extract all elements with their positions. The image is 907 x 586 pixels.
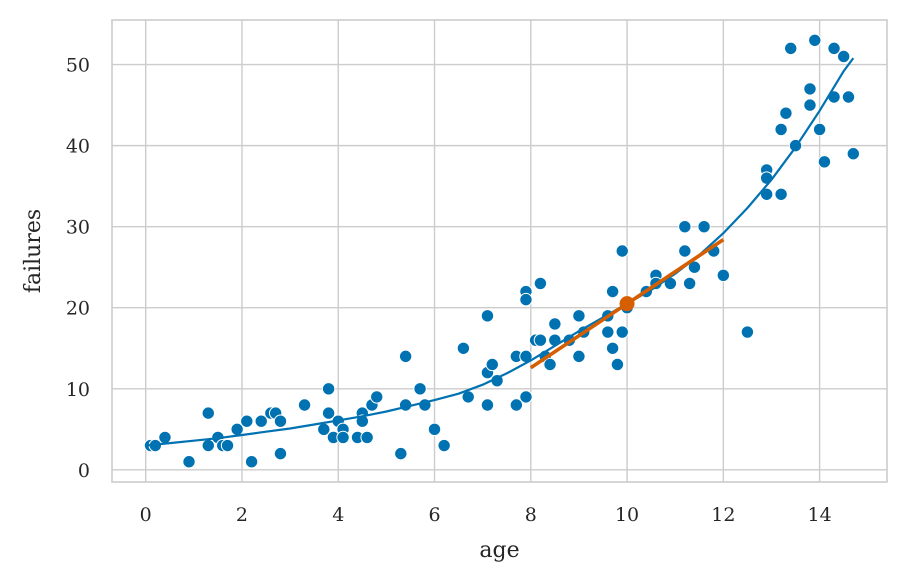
x-tick-label: 14	[808, 504, 832, 526]
data-point	[244, 455, 259, 469]
data-point	[601, 325, 615, 339]
y-tick-label: 40	[66, 136, 90, 158]
data-point	[678, 244, 692, 258]
data-point	[254, 414, 268, 428]
y-tick-label: 20	[66, 298, 90, 320]
data-point	[480, 309, 495, 323]
data-point	[615, 325, 629, 339]
data-point	[321, 382, 336, 396]
data-point	[398, 349, 413, 364]
x-tick-label: 10	[615, 504, 639, 526]
tick-labels: 0 2 4 6 8 10 12 14 0 10 20 30 40 50	[66, 55, 832, 526]
x-tick-label: 4	[332, 504, 344, 526]
data-point	[413, 382, 427, 396]
y-tick-label: 30	[66, 217, 90, 239]
data-point	[615, 244, 629, 258]
data-point	[394, 446, 408, 461]
data-point	[808, 33, 822, 47]
data-point	[572, 349, 586, 364]
data-point	[336, 430, 350, 445]
data-point	[182, 455, 196, 469]
x-tick-label: 12	[711, 504, 735, 526]
data-point	[784, 41, 798, 56]
data-point	[846, 147, 861, 161]
data-point	[360, 430, 374, 445]
data-point	[817, 155, 832, 169]
data-point	[836, 49, 851, 64]
y-axis-label: failures	[21, 209, 46, 293]
data-point	[485, 357, 499, 372]
x-tick-label: 6	[428, 504, 440, 526]
data-point	[158, 430, 172, 445]
fitted-curve	[145, 57, 855, 447]
data-point	[678, 219, 692, 234]
data-point	[827, 41, 841, 56]
y-tick-label: 0	[78, 460, 90, 482]
data-point	[841, 90, 856, 104]
data-point	[774, 122, 788, 137]
data-point	[572, 309, 586, 323]
data-point	[779, 106, 793, 120]
data-point	[220, 438, 235, 453]
data-point	[480, 398, 495, 412]
data-point	[297, 398, 312, 412]
data-point	[774, 187, 788, 201]
data-point	[697, 219, 711, 234]
data-point	[548, 333, 562, 347]
data-point	[682, 276, 697, 291]
x-tick-label: 0	[140, 504, 152, 526]
data-point	[427, 422, 442, 437]
data-point	[759, 171, 774, 185]
y-tick-label: 50	[66, 55, 90, 77]
y-tick-label: 10	[66, 379, 90, 401]
x-axis-label: age	[479, 538, 519, 563]
x-tick-label: 8	[525, 504, 537, 526]
data-point	[548, 317, 562, 331]
data-point	[803, 98, 817, 112]
data-point	[519, 390, 533, 404]
data-point	[740, 325, 755, 339]
data-point	[610, 357, 625, 372]
data-point	[437, 438, 451, 453]
data-marks	[143, 33, 861, 469]
tangent-point	[619, 296, 635, 312]
data-point	[533, 333, 548, 347]
data-point	[370, 390, 384, 404]
data-point	[456, 341, 471, 355]
data-point	[509, 398, 524, 412]
data-point	[812, 122, 827, 137]
data-point	[716, 268, 731, 283]
data-point	[605, 284, 620, 299]
data-point	[240, 414, 254, 428]
data-point	[273, 414, 288, 428]
data-point	[543, 357, 557, 372]
data-point	[321, 406, 336, 420]
data-point	[803, 82, 817, 96]
x-tick-label: 2	[236, 504, 248, 526]
plot-frame	[111, 19, 888, 483]
data-point	[201, 406, 215, 420]
data-point	[533, 276, 548, 291]
data-point	[355, 414, 370, 428]
data-point	[605, 341, 620, 355]
data-point	[273, 446, 288, 461]
data-point	[519, 292, 533, 307]
